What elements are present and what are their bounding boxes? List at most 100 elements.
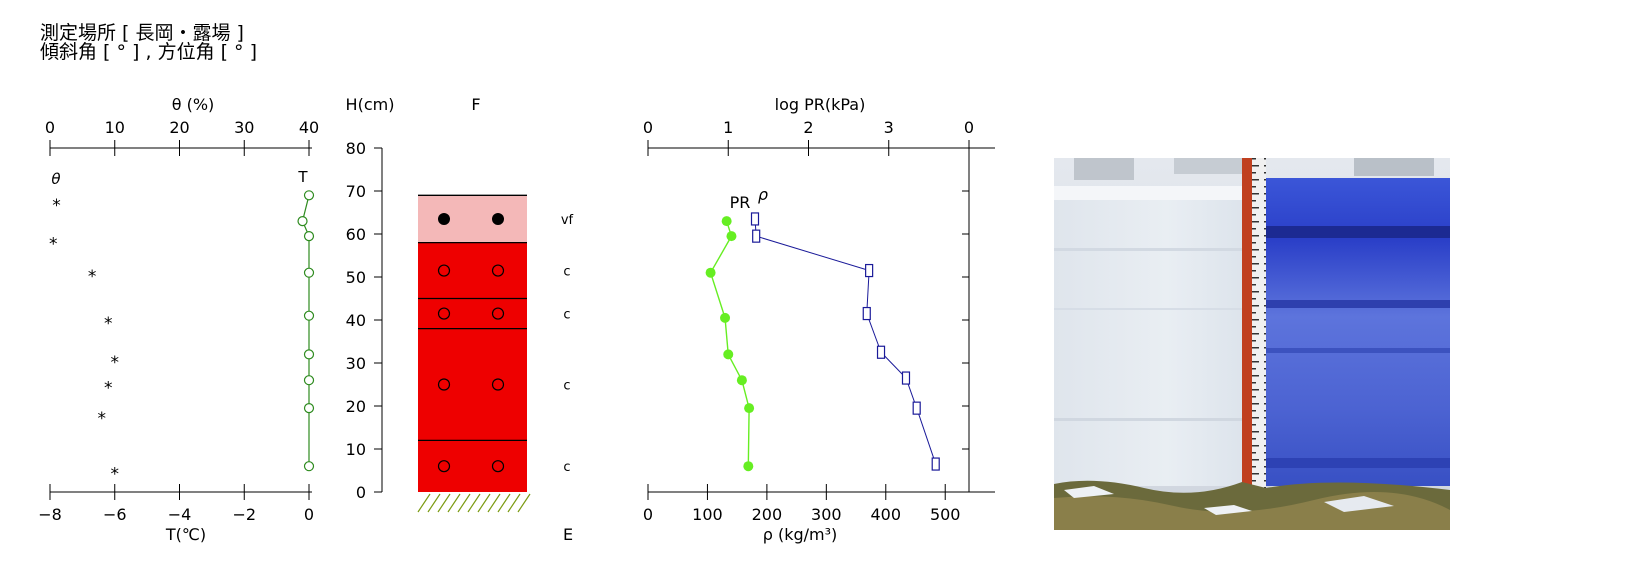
height-tick-label: 50 [346,268,366,287]
height-axis-label: H(cm) [346,95,395,114]
density-line [754,218,937,465]
theta-point: * [104,314,113,334]
theta-point: * [88,267,97,287]
snow-layer [418,298,527,329]
temperature-point [303,403,315,414]
theta-series-label: θ [51,170,60,188]
pr-point [726,231,737,242]
pr-tick-label: 2 [803,118,813,137]
pr-point [723,349,734,360]
ground-hatch-line [507,493,521,513]
temperature-point [303,190,315,201]
theta-point: * [111,353,120,373]
temperature-point [303,231,315,242]
density-point [865,263,874,278]
theta-tick-label: 30 [234,118,254,137]
temperature-series-label: T [297,168,308,186]
pr-point [705,267,716,278]
theta-axis-label: θ (%) [172,95,215,114]
slope-label: 傾斜角 [ ° ] , 方位角 [ ° ] [40,41,258,63]
theta-point: * [98,409,107,429]
pr-density-panel: 0 1 2 3 0 0 100 200 300 400 500 log PR(kPa) ρ (kg… [643,95,995,544]
temperature-point [303,349,315,360]
theta-point: * [52,196,61,216]
height-tick-label: 70 [346,182,366,201]
grain-type-label: c [563,460,570,475]
pr-axis-label: log PR(kPa) [775,95,866,114]
grain-symbol [491,460,505,473]
density-series-label: ρ [758,185,768,204]
density-tick-label: 200 [752,505,783,524]
density-point [876,345,886,359]
pr-tick-label: 0 [643,118,653,137]
height-tick-label: 10 [346,440,366,459]
layer-panel: 0 10 20 30 40 50 60 70 80 H(cm) F vf c c c c E [346,95,574,544]
density-point [862,306,871,321]
temperature-point [303,310,315,321]
theta-tick-label: 0 [45,118,55,137]
grain-symbol [437,307,451,320]
density-tick-label: 400 [871,505,902,524]
theta-tick-label: 10 [105,118,125,137]
height-tick-label: 20 [346,397,366,416]
grain-type-label: c [563,308,570,323]
header: 測定場所 [ 長岡・露場 ] 傾斜角 [ ° ] , 方位角 [ ° ] [40,24,257,62]
temperature-point [303,461,315,472]
theta-tick-label: 40 [299,118,319,137]
theta-point: * [104,379,113,399]
site-label: 測定場所 [ 長岡・露場 ] [40,22,244,44]
pr-line [709,220,750,467]
grain-symbol [491,264,505,277]
density-point [901,371,911,385]
density-tick-label: 500 [930,505,961,524]
ground-hatch-line [447,493,461,513]
theta-point: * [49,235,58,255]
temperature-point [303,267,315,278]
density-point [912,401,921,415]
grain-symbol [437,460,451,473]
density-point [931,457,940,471]
density-tick-label: 300 [811,505,842,524]
grain-type-label: c [563,379,570,394]
ground-hatch-line [417,493,431,513]
ground-hatch-line [517,493,531,513]
temperature-axis-label: T(℃) [165,525,206,544]
temperature-tick-label: −6 [103,505,127,524]
height-tick-label: 80 [346,139,366,158]
snow-layer [418,195,527,243]
height-tick-label: 40 [346,311,366,330]
grain-symbol [492,212,504,225]
height-tick-label: 0 [356,483,366,502]
ground-hatch-line [457,493,471,513]
density-point [750,212,760,226]
temperature-point [303,375,315,386]
snow-pit-photo [1054,158,1450,530]
ground-hatch-line [497,493,511,513]
pr-tick-label: 0 [964,118,974,137]
theta-temperature-panel: 0 10 20 30 40 −8 −6 −4 −2 0 θ (%) T(℃) θ T * * * * *… [38,95,319,544]
theta-tick-label: 20 [169,118,189,137]
density-tick-label: 100 [692,505,723,524]
height-tick-label: 30 [346,354,366,373]
density-point [752,229,761,243]
snow-layer [418,242,527,299]
ground-hatch-line [427,493,441,513]
temperature-point [297,216,308,227]
density-tick-label: 0 [643,505,653,524]
grain-type-label: c [563,265,570,280]
temperature-tick-label: −8 [38,505,62,524]
grain-symbol [491,307,505,320]
ground-hatch [417,493,531,513]
pr-point [720,312,731,323]
pr-point [744,403,755,414]
pr-point [721,216,732,227]
temperature-tick-label: −4 [168,505,192,524]
density-axis-label: ρ (kg/m³) [763,525,838,544]
grain-symbol [491,378,505,391]
pr-point [736,375,747,386]
grain-symbol [438,212,450,225]
ground-hatch-line [437,493,451,513]
hardness-column-label: F [471,95,480,114]
snow-layer [418,328,527,441]
ground-hatch-line [487,493,501,513]
